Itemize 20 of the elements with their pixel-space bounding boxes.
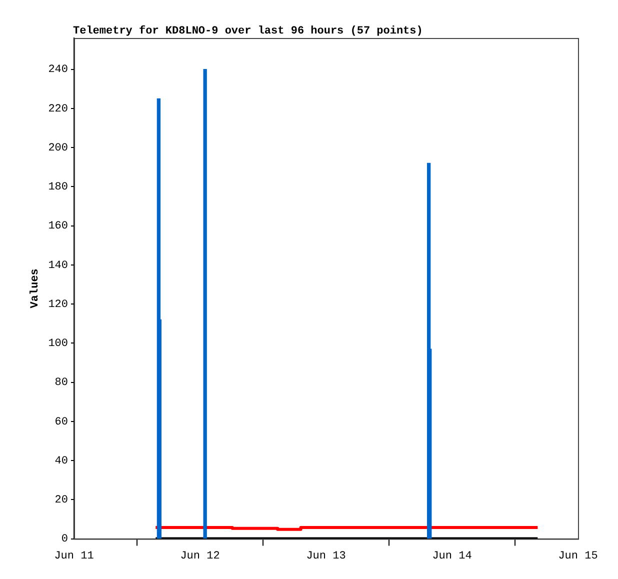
y-tick-label: 100 xyxy=(48,338,68,350)
x-tick-label: Jun 13 xyxy=(306,550,346,562)
y-tick-label: 40 xyxy=(54,455,68,468)
y-tick-label: 0 xyxy=(61,534,68,546)
y-tick-label: 160 xyxy=(48,220,68,233)
y-tick-label: 180 xyxy=(48,182,68,194)
y-tick-label: 200 xyxy=(48,142,68,154)
y-tick-label: 80 xyxy=(54,377,68,390)
chart-title: Telemetry for KD8LNO-9 over last 96 hours (57 points) xyxy=(73,24,423,38)
y-tick-label: 20 xyxy=(54,494,68,507)
x-tick-label: Jun 11 xyxy=(54,550,94,562)
y-axis-title: Values xyxy=(29,268,42,308)
y-tick-label: 120 xyxy=(48,298,68,311)
y-tick-label: 140 xyxy=(48,260,68,272)
x-tick-label: Jun 14 xyxy=(432,550,472,562)
x-tick-label: Jun 12 xyxy=(180,550,220,562)
y-tick-label: 240 xyxy=(48,64,68,76)
y-tick-label: 220 xyxy=(48,103,68,116)
x-tick-label: Jun 15 xyxy=(558,550,598,562)
y-tick-label: 60 xyxy=(54,416,68,428)
